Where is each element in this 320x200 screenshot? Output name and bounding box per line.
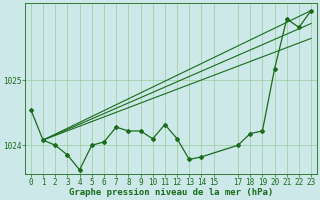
- X-axis label: Graphe pression niveau de la mer (hPa): Graphe pression niveau de la mer (hPa): [69, 188, 273, 197]
